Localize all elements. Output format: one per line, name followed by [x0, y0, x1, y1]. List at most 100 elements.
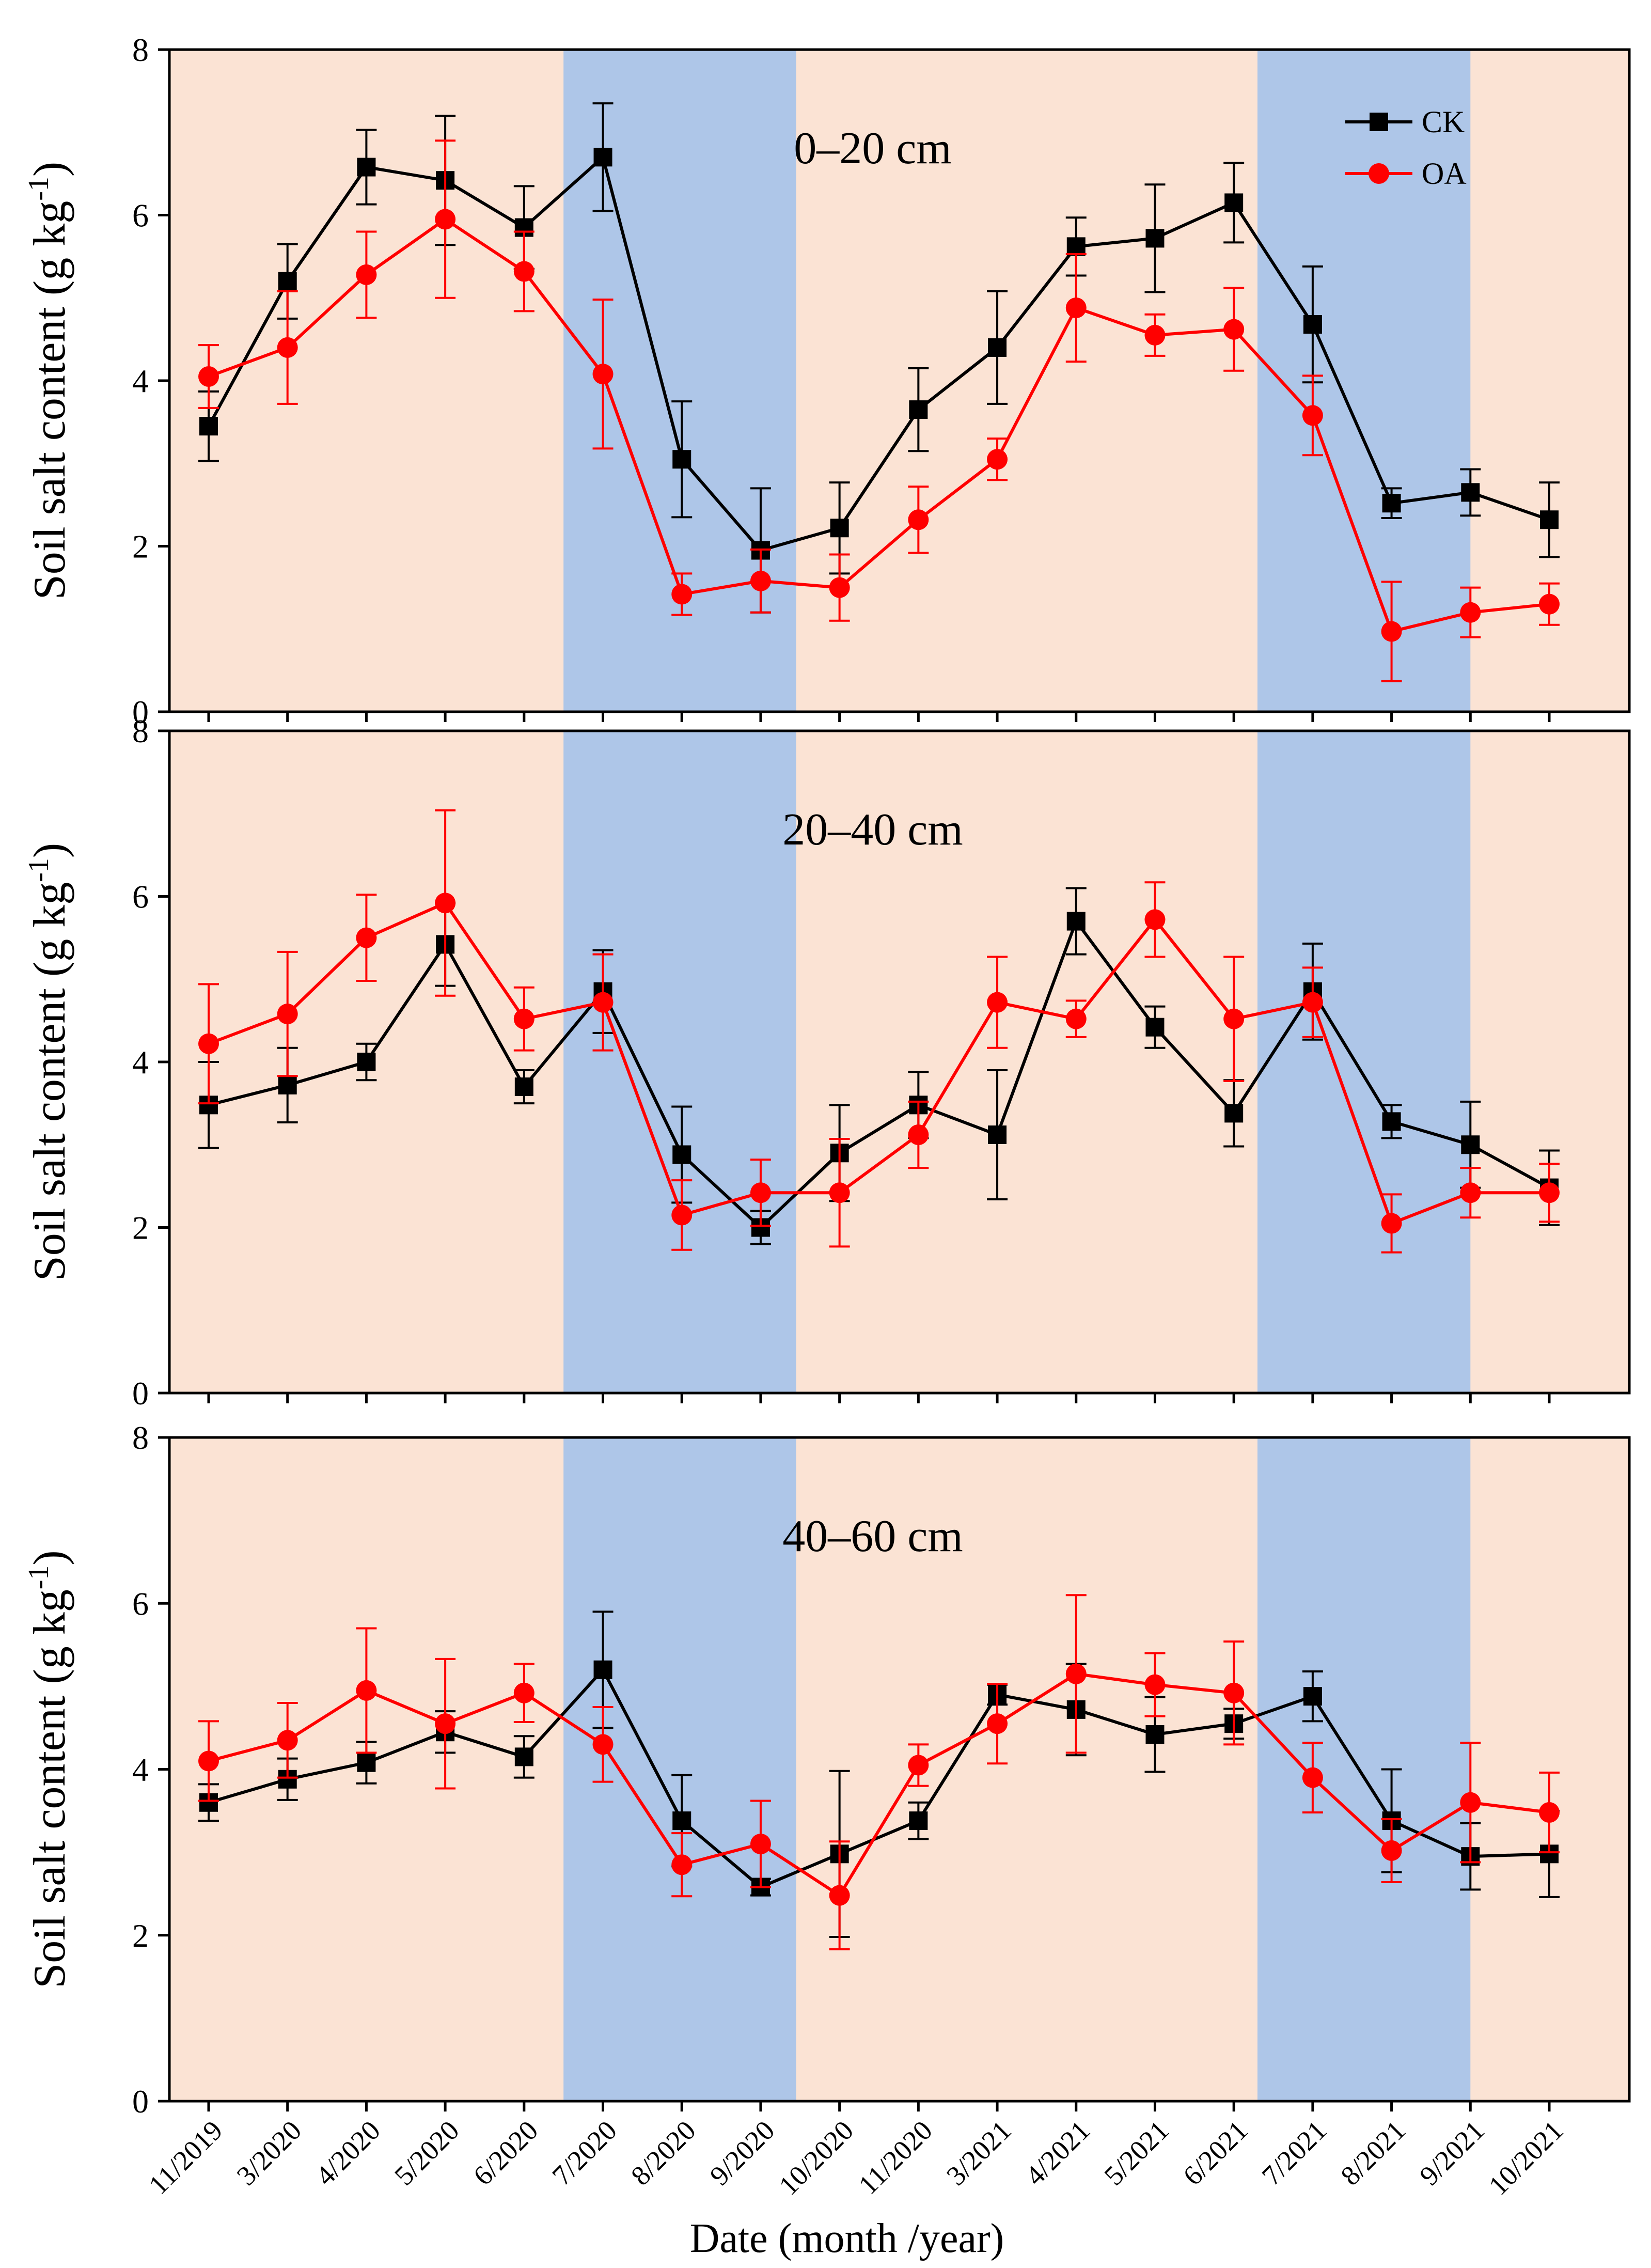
- data-point: [593, 148, 612, 167]
- data-point: [671, 1854, 693, 1875]
- data-point: [1460, 602, 1481, 623]
- x-tick-label: 6/2020: [467, 2115, 544, 2192]
- data-point: [1381, 1840, 1402, 1861]
- data-point: [908, 509, 929, 530]
- data-point: [277, 337, 298, 358]
- y-tick-label: 8: [132, 1419, 149, 1456]
- data-point: [1145, 1018, 1165, 1037]
- legend-marker: [1370, 113, 1388, 131]
- data-point: [592, 1734, 614, 1755]
- y-axis-label: Soil salt content (g kg-1): [23, 1550, 75, 1988]
- data-point: [592, 992, 614, 1013]
- data-point: [199, 417, 218, 436]
- y-tick-label: 8: [132, 713, 149, 749]
- y-axis-label: Soil salt content (g kg-1): [23, 162, 75, 600]
- series-line: [208, 217, 1550, 634]
- data-point: [1224, 1104, 1244, 1123]
- x-tick-label: 9/2021: [1413, 2115, 1490, 2192]
- data-point: [514, 1747, 533, 1766]
- series-CK: [198, 102, 1560, 614]
- x-tick-label: 11/2020: [853, 2115, 938, 2200]
- data-point: [356, 264, 377, 285]
- data-point: [1540, 510, 1559, 529]
- shaded-period-2: [1257, 731, 1471, 1393]
- data-point: [356, 927, 377, 948]
- data-point: [1224, 193, 1244, 212]
- data-point: [1382, 1112, 1401, 1131]
- data-point: [1066, 237, 1086, 256]
- panels: 0 2 4 6 8 Soil salt content (g kg-1) 0–20 cm CK…: [23, 32, 1631, 2120]
- data-point: [908, 1124, 929, 1146]
- panel-title: 0–20 cm: [794, 123, 952, 174]
- x-tick-label: 6/2021: [1177, 2115, 1254, 2192]
- panel-1: 0 2 4 6 8 Soil salt content (g kg-1) 0–20 cm CK…: [23, 32, 1631, 730]
- data-point: [1539, 593, 1560, 615]
- data-point: [1539, 1182, 1560, 1203]
- y-tick-label: 4: [132, 1044, 149, 1081]
- data-point: [1145, 229, 1165, 248]
- data-point: [1144, 324, 1166, 346]
- shaded-period-1: [563, 1437, 796, 2101]
- data-point: [278, 272, 297, 291]
- data-point: [356, 1680, 377, 1701]
- series-OA: [198, 809, 1560, 1254]
- data-point: [987, 1713, 1008, 1734]
- data-point: [277, 1730, 298, 1751]
- x-tick-label: 11/2019: [143, 2115, 228, 2200]
- series-line: [208, 901, 1549, 1226]
- series-OA: [198, 1594, 1560, 1951]
- x-tick-label: 3/2020: [231, 2115, 308, 2192]
- panel-3: 0 2 4 6 8 Soil salt content (g kg-1) 40–60 cm: [23, 1419, 1631, 2120]
- data-point: [750, 1834, 771, 1855]
- data-point: [909, 1811, 928, 1831]
- data-point: [672, 450, 691, 469]
- series-line: [208, 918, 1550, 1230]
- data-point: [1460, 1792, 1481, 1813]
- data-point: [750, 1182, 771, 1203]
- x-tick-label: 10/2021: [1483, 2115, 1569, 2201]
- data-point: [1302, 405, 1323, 426]
- data-point: [1144, 1674, 1166, 1695]
- data-point: [988, 1125, 1007, 1145]
- data-point: [198, 366, 219, 387]
- y-tick-label: 0: [132, 2083, 149, 2120]
- x-tick-label: 5/2021: [1098, 2115, 1175, 2192]
- data-point: [198, 1750, 219, 1772]
- data-point: [1461, 1135, 1480, 1154]
- data-point: [829, 1182, 850, 1203]
- data-point: [1302, 992, 1323, 1013]
- data-point: [592, 364, 614, 385]
- shaded-period-1: [563, 731, 796, 1393]
- data-point: [1381, 1213, 1402, 1234]
- x-tick-label: 3/2021: [940, 2115, 1017, 2192]
- x-tick-label: 7/2020: [546, 2115, 623, 2192]
- data-point: [829, 577, 850, 598]
- y-tick-label: 2: [132, 528, 149, 565]
- x-tick-label: 8/2020: [625, 2115, 702, 2192]
- data-point: [513, 1008, 534, 1029]
- data-point: [1381, 621, 1402, 642]
- y-tick-label: 6: [132, 879, 149, 915]
- y-tick-label: 2: [132, 1917, 149, 1954]
- data-point: [1065, 297, 1087, 318]
- data-point: [1065, 1663, 1087, 1684]
- data-point: [1302, 1767, 1323, 1788]
- series-line: [208, 1667, 1550, 1889]
- legend-label: OA: [1422, 157, 1467, 191]
- x-tick-label: 10/2020: [773, 2115, 860, 2201]
- x-axis-label: Date (month /year): [690, 2216, 1004, 2261]
- data-point: [671, 584, 693, 605]
- x-tick-label: 9/2020: [704, 2115, 781, 2192]
- data-point: [1460, 1182, 1481, 1203]
- data-point: [1539, 1802, 1560, 1823]
- data-point: [750, 570, 771, 591]
- legend-label: CK: [1422, 105, 1465, 139]
- y-tick-label: 0: [132, 1375, 149, 1412]
- data-point: [1145, 1725, 1165, 1744]
- x-tick-label: 7/2021: [1256, 2115, 1333, 2192]
- data-point: [909, 400, 928, 419]
- data-point: [435, 893, 456, 914]
- data-point: [1223, 1008, 1245, 1029]
- shaded-period-2: [1257, 1437, 1471, 2101]
- data-point: [435, 209, 456, 230]
